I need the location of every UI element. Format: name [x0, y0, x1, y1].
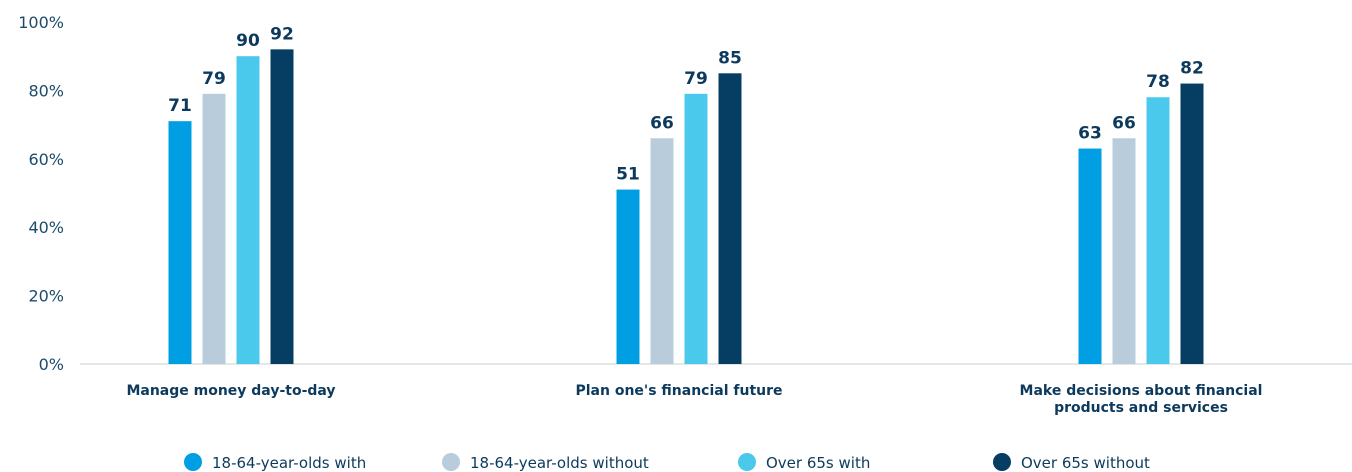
legend-swatch: [442, 453, 460, 471]
bar: [270, 49, 294, 365]
bar: [616, 189, 640, 364]
bar: [718, 73, 742, 365]
bar: [650, 138, 674, 364]
y-tick-label: 20%: [28, 287, 64, 306]
x-category-label: Manage money day-to-day: [126, 383, 335, 399]
legend-swatch: [184, 453, 202, 471]
y-tick-label: 40%: [28, 218, 64, 237]
data-label: 82: [1180, 59, 1204, 79]
legend-item: 18-64-year-olds with: [184, 453, 366, 472]
data-label: 85: [718, 48, 742, 68]
bar: [1112, 138, 1136, 364]
data-label: 66: [1112, 113, 1136, 133]
legend-item: 18-64-year-olds without: [442, 453, 649, 472]
y-tick-label: 100%: [18, 13, 64, 32]
y-tick-label: 60%: [28, 150, 64, 169]
bar: [1078, 148, 1102, 364]
legend-label: Over 65s with: [766, 454, 870, 472]
data-label: 92: [270, 24, 294, 44]
bars: 71 79 90 92 51 66 79 85 63 66 78 82: [168, 24, 1204, 365]
data-label: 90: [236, 31, 260, 51]
data-label: 66: [650, 113, 674, 133]
bar: [684, 93, 708, 364]
bar: [1180, 83, 1204, 364]
bar: [1146, 97, 1170, 365]
legend-swatch: [993, 453, 1011, 471]
legend-item: Over 65s without: [993, 453, 1150, 472]
x-category-label: products and services: [1054, 400, 1228, 416]
data-label: 71: [168, 96, 192, 116]
x-category-label: Plan one's financial future: [575, 383, 782, 399]
y-axis: 0% 20% 40% 60% 80% 100%: [18, 13, 64, 374]
legend-label: Over 65s without: [1021, 454, 1150, 472]
legend-item: Over 65s with: [738, 453, 870, 472]
x-category-label: Make decisions about financial: [1020, 383, 1263, 399]
bar: [168, 121, 192, 365]
y-tick-label: 0%: [39, 355, 64, 374]
legend-label: 18-64-year-olds with: [212, 454, 366, 472]
legend-swatch: [738, 453, 756, 471]
data-label: 63: [1078, 124, 1102, 144]
data-label: 51: [616, 165, 640, 185]
data-label: 79: [684, 69, 708, 89]
bar: [202, 93, 226, 364]
bar: [236, 56, 260, 364]
legend: 18-64-year-olds with 18-64-year-olds with…: [184, 453, 1150, 472]
x-axis: Manage money day-to-day Plan one's financ…: [126, 383, 1262, 416]
legend-label: 18-64-year-olds without: [470, 454, 649, 472]
data-label: 79: [202, 69, 226, 89]
y-tick-label: 80%: [28, 81, 64, 100]
data-label: 78: [1146, 72, 1170, 92]
